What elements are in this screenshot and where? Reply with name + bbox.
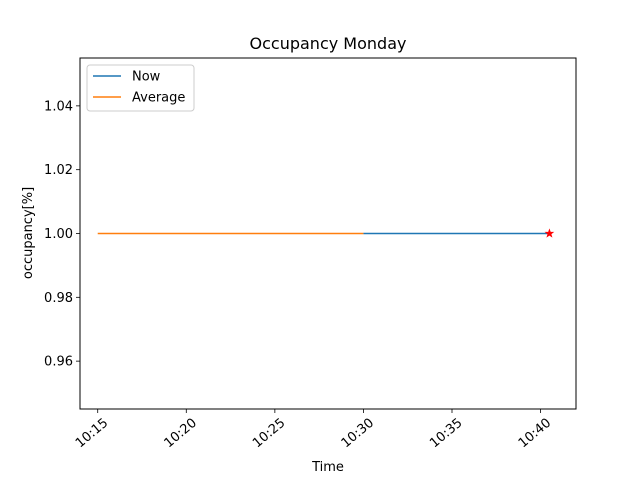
star-marker	[544, 228, 555, 238]
y-axis-label: occupancy[%]	[21, 187, 36, 279]
y-tick-label: 1.04	[44, 99, 73, 114]
chart-title: Occupancy Monday	[250, 34, 407, 53]
legend: Now Average	[86, 64, 195, 112]
y-tick-label: 1.00	[44, 227, 73, 242]
marker-layer	[544, 228, 555, 238]
y-tick-label: 0.96	[44, 355, 73, 370]
legend-label-average: Average	[132, 91, 185, 106]
y-tick-label: 0.98	[44, 291, 73, 306]
y-tick-label: 1.02	[44, 163, 73, 178]
x-axis-label: Time	[311, 460, 344, 475]
legend-label-now: Now	[132, 70, 161, 85]
y-axis: 0.96 0.98 1.00 1.02 1.04	[44, 99, 80, 370]
